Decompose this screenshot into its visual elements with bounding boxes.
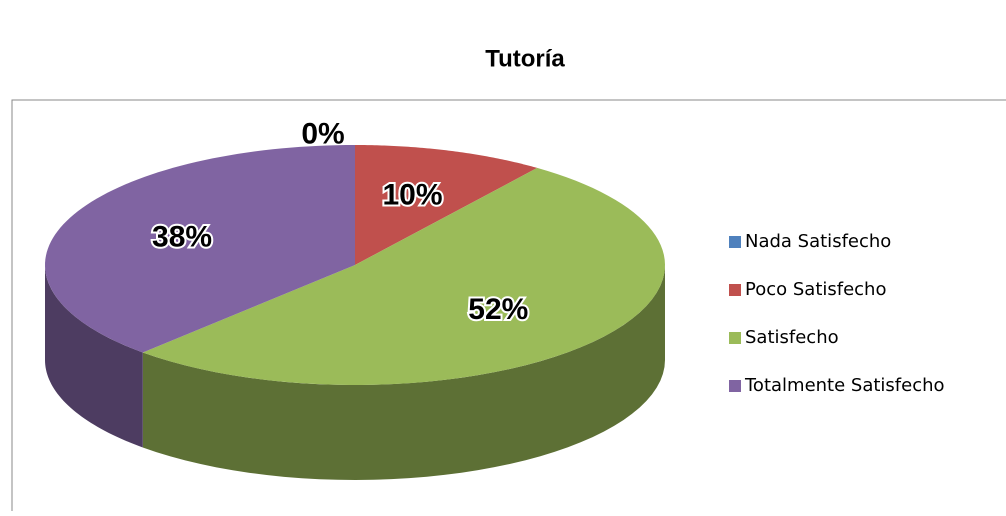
- chart-title: Tutoría: [485, 45, 565, 72]
- pie-slice: [355, 145, 538, 265]
- pie-side: [142, 265, 665, 480]
- legend-swatch: [729, 380, 741, 392]
- legend-label: Nada Satisfecho: [745, 231, 891, 252]
- pie-side: [45, 265, 143, 448]
- legend-swatch: [729, 332, 741, 344]
- data-label: 10%: [382, 178, 442, 211]
- legend-swatch: [729, 236, 741, 248]
- data-label: 38%: [152, 220, 212, 253]
- legend-label: Satisfecho: [745, 327, 839, 348]
- legend-label: Totalmente Satisfecho: [744, 375, 945, 396]
- pie-slice: [142, 167, 665, 385]
- data-label: 52%: [468, 293, 528, 326]
- legend-label: Poco Satisfecho: [745, 279, 886, 300]
- pie-slice: [45, 145, 356, 353]
- legend-swatch: [729, 284, 741, 296]
